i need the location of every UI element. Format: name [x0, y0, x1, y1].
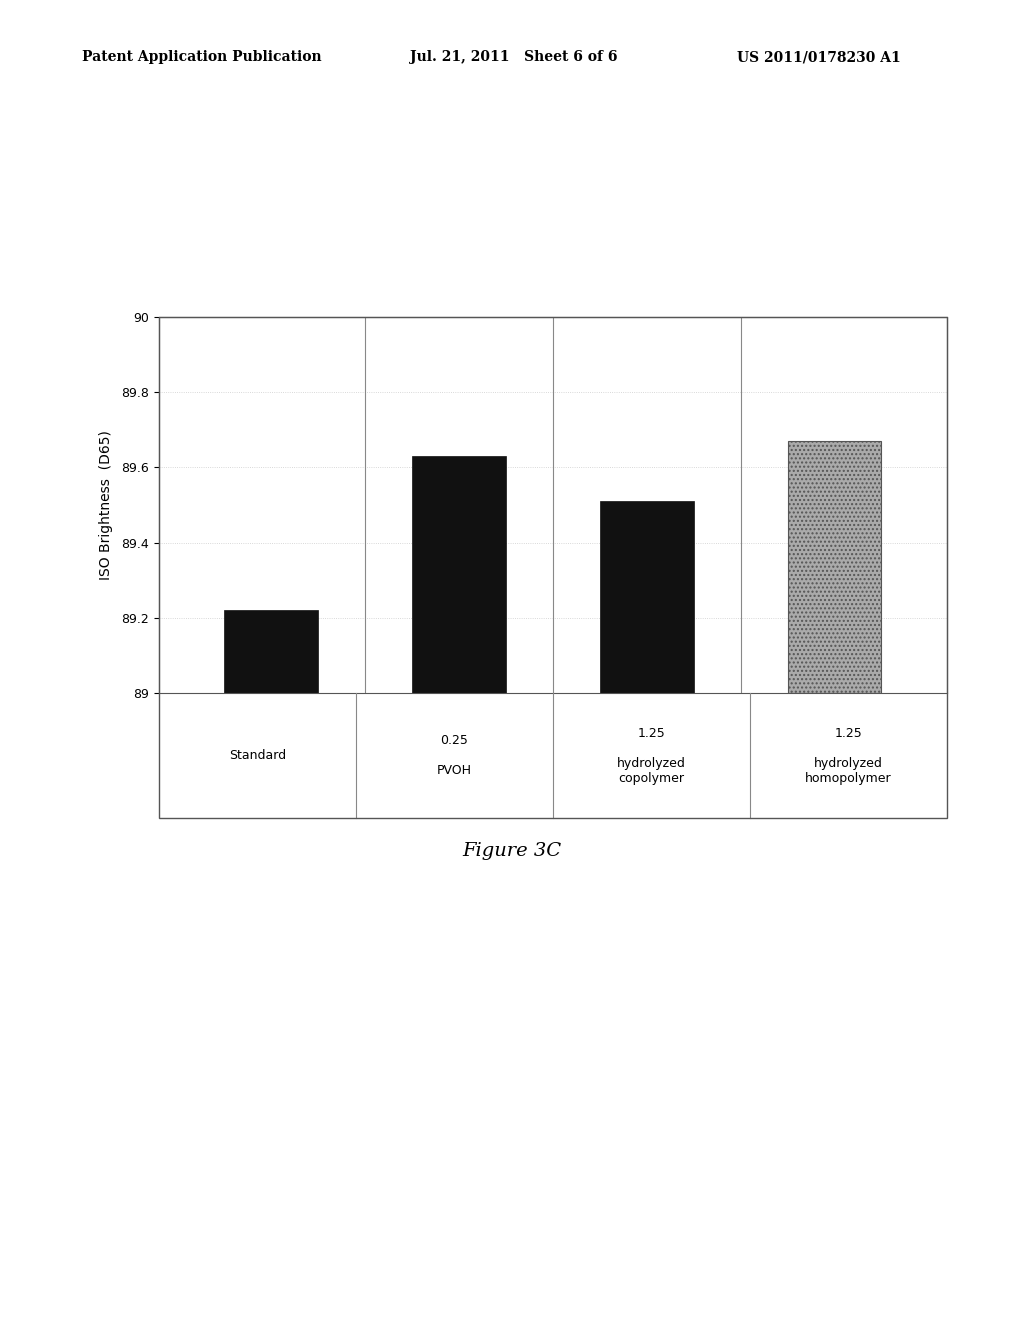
Bar: [600, 502, 694, 693]
Text: Standard: Standard: [228, 750, 286, 762]
Bar: [412, 455, 506, 693]
Bar: [224, 610, 318, 693]
Text: 1.25

hydrolyzed
homopolymer: 1.25 hydrolyzed homopolymer: [805, 727, 892, 784]
Text: Figure 3C: Figure 3C: [463, 842, 561, 861]
Text: Patent Application Publication: Patent Application Publication: [82, 50, 322, 65]
Y-axis label: ISO Brightness  (D65): ISO Brightness (D65): [98, 430, 113, 579]
Bar: [787, 441, 882, 693]
Text: Jul. 21, 2011   Sheet 6 of 6: Jul. 21, 2011 Sheet 6 of 6: [410, 50, 617, 65]
Text: 1.25

hydrolyzed
copolymer: 1.25 hydrolyzed copolymer: [617, 727, 686, 784]
Text: US 2011/0178230 A1: US 2011/0178230 A1: [737, 50, 901, 65]
Text: 0.25

PVOH: 0.25 PVOH: [437, 734, 472, 777]
